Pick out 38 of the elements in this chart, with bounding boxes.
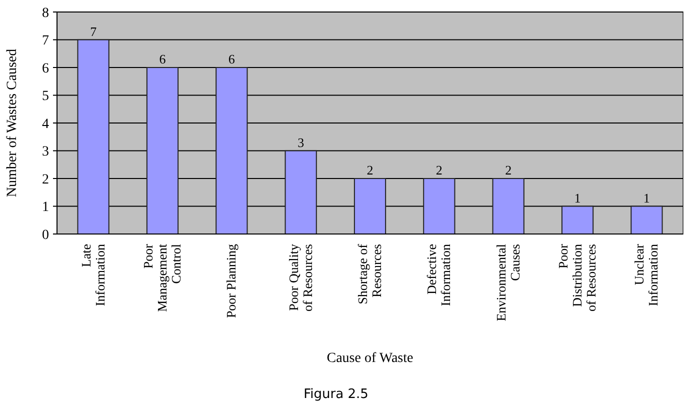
y-tick-label: 7 <box>42 34 49 49</box>
y-tick-label: 1 <box>42 200 49 216</box>
bar <box>284 150 317 234</box>
x-tick-label: Poor Planning <box>224 244 239 318</box>
x-axis-title: Cause of Waste <box>326 351 414 366</box>
data-label: 7 <box>90 24 98 39</box>
y-tick-label: 4 <box>42 116 49 132</box>
bar <box>146 67 179 234</box>
bar <box>630 206 663 234</box>
data-label: 3 <box>298 134 304 150</box>
x-tick-label: Late Information <box>78 244 108 306</box>
data-label: 2 <box>366 162 374 178</box>
data-label: 1 <box>574 190 581 206</box>
data-label: 6 <box>228 52 236 66</box>
bar <box>216 67 248 234</box>
data-label: 1 <box>643 190 650 206</box>
y-tick-label: 0 <box>42 228 49 243</box>
bar <box>561 206 594 234</box>
data-label: 6 <box>159 52 166 66</box>
text: Figura 2.5 <box>304 387 368 402</box>
data-label: 2 <box>436 162 442 178</box>
y-axis-title: Number of Wastes Caused <box>5 48 20 198</box>
y-tick-label: 8 <box>42 6 49 21</box>
x-tick-label: Poor Distribution of Resources <box>556 243 599 312</box>
bar <box>492 178 524 234</box>
data-label: 2 <box>505 162 512 178</box>
bar <box>77 39 110 234</box>
x-tick-label: Poor Management Control <box>140 243 184 312</box>
y-tick-label: 6 <box>42 61 49 76</box>
y-tick-label: 5 <box>42 89 49 104</box>
y-tick-label: 2 <box>42 172 49 188</box>
bar <box>423 178 456 234</box>
y-tick-label: 3 <box>42 144 49 160</box>
x-tick-label: Shortage of Resources <box>355 243 384 304</box>
x-tick-label: Poor Quality of Resources <box>286 244 315 312</box>
x-tick-label: Defective Information <box>424 244 454 306</box>
bar <box>354 178 386 234</box>
x-tick-label: Environmental Causes <box>493 244 522 322</box>
